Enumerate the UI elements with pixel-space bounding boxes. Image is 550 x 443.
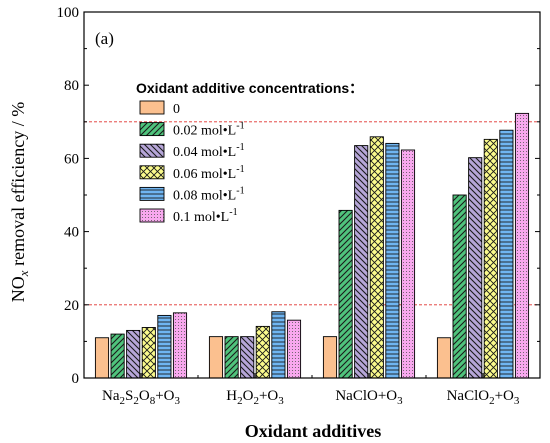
bar [323,336,337,378]
x-tick-label-part: 3 [397,395,403,407]
legend-label-exponent: -1 [236,164,244,175]
x-tick-label: NaClO+O3 [335,388,403,407]
legend-label-name: 0.02 mol•L [173,124,236,139]
x-tick-label-part: 2 [253,395,259,407]
bar-pattern [385,143,399,378]
legend-label-name: 0 [173,102,180,117]
legend-swatch-outline [139,208,165,223]
panel-label: (a) [95,29,114,48]
bar-pattern [256,326,270,378]
bar-pattern [111,334,125,378]
y-axis-label-rest: removal efficiency / % [8,102,28,271]
legend-swatch-pattern [140,144,164,158]
x-tick-label-part: NaClO [447,388,490,404]
y-tick-label: 80 [64,78,79,94]
legend-swatch [140,101,164,114]
bar-pattern [240,336,254,378]
x-tick-label: NaClO2+O3 [447,388,520,407]
y-tick-label: 0 [72,371,80,387]
x-tick-label-part: 2 [120,395,126,407]
legend-label-name: 0.04 mol•L [173,145,236,160]
y-tick-label: 40 [64,225,79,241]
y-axis-label-main: NO [8,276,28,302]
legend-swatch-outline [139,143,165,158]
bar-pattern [173,312,187,378]
bar [209,336,223,378]
y-axis-label-sub: x [16,270,31,277]
legend-label-name: 0.1 mol•L [173,210,229,225]
legend-label-exponent: -1 [229,207,237,218]
x-tick-label-part: O [243,388,254,404]
legend: Oxidant additive concentrations： 0 0.02 m… [136,80,363,225]
bar-pattern [142,327,156,378]
bar-pattern [354,145,368,378]
bar-pattern [453,195,467,378]
legend-label-name: 0.06 mol•L [173,167,236,182]
x-tick-label-part: O [139,388,150,404]
legend-label-exponent: -1 [236,121,244,132]
legend-swatch-outline [139,165,165,180]
legend-swatch-outline [139,122,165,137]
bar-pattern [370,136,384,378]
x-tick-label: H2O2+O3 [226,388,284,407]
y-tick-label: 60 [64,151,79,167]
x-axis: Na2S2O8+O3 H2O2+O3 NaClO+O3 NaClO2+O3 [102,373,520,407]
bars [94,112,530,379]
x-tick-label-part: 8 [150,395,156,407]
bar-pattern [287,320,301,378]
legend-label-name: 0.08 mol•L [173,188,236,203]
x-tick-label-part: +O [155,388,174,404]
bar-pattern [484,139,498,378]
x-tick-label: Na2S2O8+O3 [102,388,180,407]
legend-label-exponent: -1 [236,142,244,153]
bar-pattern [225,336,239,378]
y-tick-label: 100 [57,5,80,21]
y-tick-label: 20 [64,298,79,314]
x-tick-label-part: +O [495,388,514,404]
bar-pattern [271,311,285,378]
legend-label: 0.1 mol•L-1 [173,207,238,225]
bar [437,337,451,378]
legend-label: 0 [173,102,180,117]
x-tick-label-part: 2 [489,395,495,407]
legend-swatch-pattern [140,122,164,136]
legend-label: 0.08 mol•L-1 [173,185,245,203]
legend-title: Oxidant additive concentrations： [136,80,363,96]
legend-swatch-pattern [140,209,164,222]
legend-swatch-outline [139,186,165,201]
bar-pattern [339,210,353,378]
x-axis-label: Oxidant additives [245,421,382,441]
legend-label: 0.06 mol•L-1 [173,164,245,182]
x-tick-label-part: NaClO+O [335,388,397,404]
legend-label-exponent: -1 [236,185,244,196]
y-axis: 0 20 40 60 80 100 [57,5,540,387]
x-tick-label-part: Na [102,388,120,404]
x-tick-label-part: 3 [174,395,180,407]
x-tick-label-part: +O [259,388,278,404]
bar-pattern [515,113,529,378]
bar-pattern [157,315,171,378]
bar [95,337,109,378]
x-tick-label-part: 2 [133,395,139,407]
legend-label: 0.02 mol•L-1 [173,121,245,139]
bar-pattern [126,330,140,378]
legend-swatch-pattern [140,165,164,179]
bar-pattern [401,149,415,378]
x-tick-label-part: 3 [278,395,284,407]
y-axis-label: NOx removal efficiency / % [8,102,31,302]
bar-pattern [468,157,482,378]
legend-swatch-outline [139,100,165,115]
x-tick-label-part: 3 [514,395,520,407]
x-tick-label-part: S [125,388,133,404]
legend-label: 0.04 mol•L-1 [173,142,245,160]
x-tick-label-part: H [226,388,237,404]
x-tick-label-part: 2 [237,395,243,407]
bar-pattern [499,130,513,378]
legend-swatch-pattern [140,187,164,201]
